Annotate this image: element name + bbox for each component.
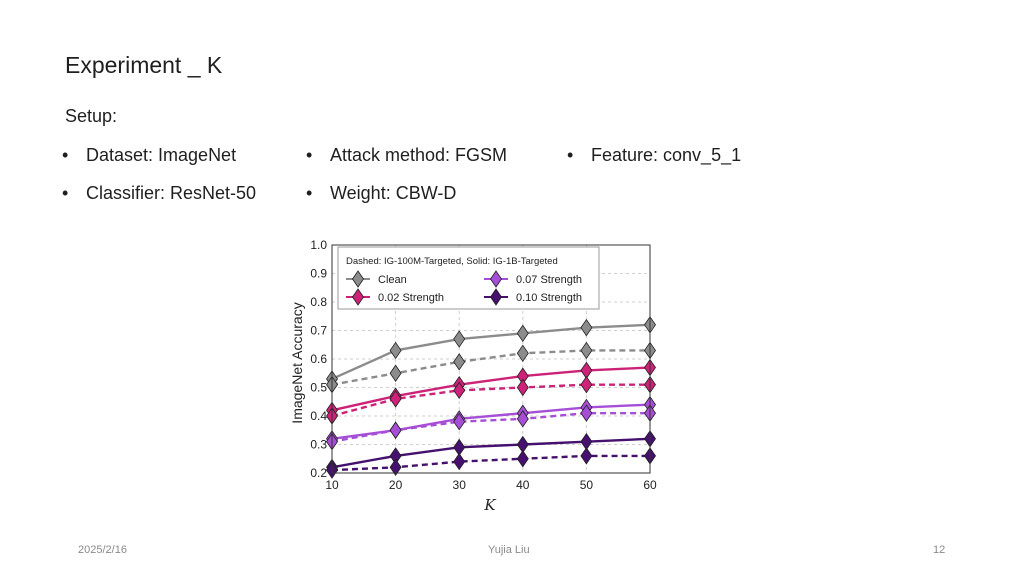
x-axis-label: K [483,496,496,514]
y-tick-label: 0.5 [310,381,327,395]
data-point-marker [389,390,402,408]
data-point-marker [389,421,402,439]
y-tick-label: 0.2 [310,466,327,480]
x-tick-label: 30 [453,478,467,492]
y-tick-label: 0.3 [310,438,327,452]
data-point-marker [580,341,593,360]
data-point-marker [453,412,466,431]
y-tick-label: 1.0 [310,238,327,252]
data-point-marker [453,330,466,348]
data-point-marker [580,447,593,465]
setup-label: Setup: [65,106,118,126]
data-point-marker [453,381,466,400]
data-point-marker [389,458,402,477]
y-tick-label: 0.9 [310,267,327,281]
series-line-solid-s002 [331,366,651,412]
footer-page-number: 12 [933,544,946,556]
data-point-marker [453,353,466,371]
legend-swatch-marker [352,270,364,288]
bullet-text: Weight: CBW-D [330,183,457,203]
data-point-marker [580,318,593,337]
data-point-marker [389,341,402,360]
bullet-text: Classifier: ResNet-50 [86,183,257,203]
series-line-dashed-s007 [331,411,650,443]
data-point-marker [516,324,529,343]
y-tick-label: 0.7 [310,324,327,338]
plot-frame [331,244,651,474]
y-axis-label: ImageNet Accuracy [289,302,305,423]
x-tick-label: 10 [325,478,339,492]
data-point-marker [580,375,593,394]
legend-label: 0.10 Strength [516,292,582,304]
footer-date: 2025/2/16 [78,544,127,556]
series-line-solid-clean [331,323,651,381]
legend-swatch-marker [490,288,502,306]
bullet-dot: • [306,183,313,203]
x-tick-label: 40 [516,478,530,492]
series-line-dashed-s010 [331,454,650,472]
data-point-marker [580,404,593,422]
legend-swatch-marker [352,288,364,306]
bullet-text: Dataset: ImageNet [86,145,237,165]
legend-title: Dashed: IG-100M-Targeted, Solid: IG-1B-T… [346,256,558,267]
bullet-dot: • [567,145,574,165]
footer-author: Yujia Liu [488,544,530,556]
data-point-marker [516,378,529,397]
legend-swatch-marker [490,270,502,288]
x-tick-label: 60 [643,478,657,492]
legend-label: Clean [378,274,407,286]
bullet-feature: • Feature: conv_5_1 [567,145,741,166]
bullet-text: Feature: conv_5_1 [591,145,742,165]
legend-label: 0.02 Strength [378,292,444,304]
x-tick-label: 20 [389,478,403,492]
accuracy-figure: 0.2 0.3 0.4 0.5 0.6 0.7 0.8 0.9 1.0 10 20 30 40 50 60 … [284,233,664,518]
legend-label: 0.07 Strength [516,274,582,286]
slide-title: Experiment _ K [65,52,223,78]
data-point-marker [453,452,466,471]
data-point-marker [516,450,529,468]
legend-box [337,246,600,310]
bullet-classifier: • Classifier: ResNet-50 [62,183,256,204]
data-point-marker [389,364,402,382]
series-line-dashed-s002 [331,383,650,418]
bullet-dot: • [62,145,69,165]
y-tick-label: 0.8 [310,295,327,309]
series-line-solid-s010 [331,437,651,469]
series-line-dashed-clean [331,349,650,386]
bullet-dot: • [306,145,313,165]
bullet-text: Attack method: FGSM [330,145,508,165]
bullet-attack-method: • Attack method: FGSM [306,145,507,166]
accuracy-chart: 0.20.30.40.50.60.70.80.91.010 20 30 40 50 60 … [289,238,657,514]
bullet-dataset: • Dataset: ImageNet [62,145,236,166]
data-point-marker [516,410,529,428]
data-point-marker [516,344,529,363]
bullet-weight: • Weight: CBW-D [306,183,456,204]
y-tick-label: 0.4 [310,409,327,423]
y-tick-label: 0.6 [310,352,327,366]
x-tick-label: 50 [580,478,594,492]
bullet-dot: • [62,183,69,203]
